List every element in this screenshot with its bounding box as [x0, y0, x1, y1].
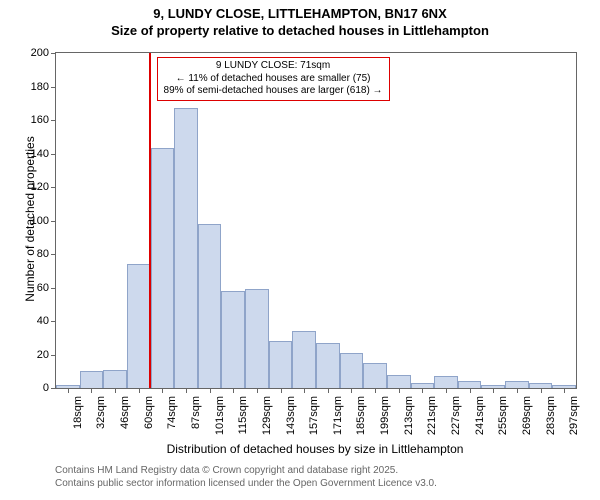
title-line2: Size of property relative to detached ho… — [111, 23, 489, 38]
x-tick-label: 60sqm — [143, 396, 155, 446]
y-tick — [51, 321, 56, 322]
chart-container: 9, LUNDY CLOSE, LITTLEHAMPTON, BN17 6NX … — [0, 0, 600, 500]
y-tick — [51, 154, 56, 155]
x-tick-label: 74sqm — [166, 396, 178, 446]
annotation-line2: ← 11% of detached houses are smaller (75… — [176, 73, 371, 84]
x-tick-label: 185sqm — [355, 396, 367, 446]
x-tick-label: 87sqm — [190, 396, 202, 446]
annotation-line1: 9 LUNDY CLOSE: 71sqm — [216, 60, 330, 71]
x-tick — [399, 388, 400, 393]
x-tick-label: 129sqm — [261, 396, 273, 446]
x-tick-label: 32sqm — [95, 396, 107, 446]
x-tick — [328, 388, 329, 393]
x-tick — [139, 388, 140, 393]
y-tick — [51, 120, 56, 121]
x-tick — [210, 388, 211, 393]
x-tick-label: 143sqm — [285, 396, 297, 446]
y-tick — [51, 53, 56, 54]
y-tick-label: 200 — [21, 47, 49, 59]
x-tick-label: 115sqm — [237, 396, 249, 446]
footer-attribution: Contains HM Land Registry data © Crown c… — [55, 465, 437, 490]
histogram-bar — [363, 363, 387, 388]
histogram-bar — [340, 353, 364, 388]
x-tick-label: 213sqm — [403, 396, 415, 446]
x-tick-label: 171sqm — [332, 396, 344, 446]
histogram-bar — [80, 371, 104, 388]
footer-line2: Contains public sector information licen… — [55, 478, 437, 489]
y-tick — [51, 288, 56, 289]
x-tick-label: 101sqm — [214, 396, 226, 446]
x-tick — [186, 388, 187, 393]
x-tick — [493, 388, 494, 393]
y-axis-label: Number of detached properties — [23, 119, 37, 319]
y-tick — [51, 355, 56, 356]
histogram-bar — [387, 375, 411, 388]
x-axis-label: Distribution of detached houses by size … — [55, 442, 575, 456]
plot-area: 02040608010012014016018020018sqm32sqm46s… — [55, 52, 577, 389]
x-tick-label: 255sqm — [497, 396, 509, 446]
x-tick — [470, 388, 471, 393]
x-tick-label: 46sqm — [119, 396, 131, 446]
x-tick — [304, 388, 305, 393]
x-tick — [281, 388, 282, 393]
x-tick — [422, 388, 423, 393]
histogram-bar — [127, 264, 151, 388]
y-tick-label: 20 — [21, 349, 49, 361]
chart-title: 9, LUNDY CLOSE, LITTLEHAMPTON, BN17 6NX … — [0, 0, 600, 40]
x-tick — [517, 388, 518, 393]
histogram-bar — [458, 381, 482, 388]
y-tick — [51, 388, 56, 389]
x-tick — [564, 388, 565, 393]
x-tick-label: 269sqm — [521, 396, 533, 446]
histogram-bar — [245, 289, 269, 388]
x-tick — [541, 388, 542, 393]
y-tick-label: 0 — [21, 382, 49, 394]
y-tick — [51, 187, 56, 188]
y-tick — [51, 87, 56, 88]
histogram-bar — [221, 291, 245, 388]
histogram-bar — [292, 331, 316, 388]
x-tick-label: 199sqm — [379, 396, 391, 446]
y-tick-label: 180 — [21, 81, 49, 93]
histogram-bar — [198, 224, 222, 388]
x-tick-label: 221sqm — [426, 396, 438, 446]
x-tick-label: 18sqm — [72, 396, 84, 446]
x-tick — [115, 388, 116, 393]
x-tick-label: 241sqm — [474, 396, 486, 446]
x-tick — [162, 388, 163, 393]
y-tick — [51, 254, 56, 255]
histogram-bar — [174, 108, 198, 388]
x-tick — [68, 388, 69, 393]
title-line1: 9, LUNDY CLOSE, LITTLEHAMPTON, BN17 6NX — [153, 6, 447, 21]
histogram-bar — [151, 148, 175, 388]
annotation-line3: 89% of semi-detached houses are larger (… — [164, 85, 383, 96]
x-tick — [257, 388, 258, 393]
x-tick — [233, 388, 234, 393]
x-tick-label: 283sqm — [545, 396, 557, 446]
x-tick-label: 157sqm — [308, 396, 320, 446]
annotation-box: 9 LUNDY CLOSE: 71sqm ← 11% of detached ho… — [157, 57, 390, 101]
y-tick — [51, 221, 56, 222]
histogram-bar — [269, 341, 293, 388]
x-tick-label: 227sqm — [450, 396, 462, 446]
histogram-bar — [505, 381, 529, 388]
x-tick-label: 297sqm — [568, 396, 580, 446]
histogram-bar — [316, 343, 340, 388]
histogram-bar — [434, 376, 458, 388]
footer-line1: Contains HM Land Registry data © Crown c… — [55, 465, 398, 476]
x-tick — [351, 388, 352, 393]
property-marker-line — [149, 53, 151, 388]
histogram-bar — [103, 370, 127, 388]
x-tick — [446, 388, 447, 393]
x-tick — [91, 388, 92, 393]
x-tick — [375, 388, 376, 393]
